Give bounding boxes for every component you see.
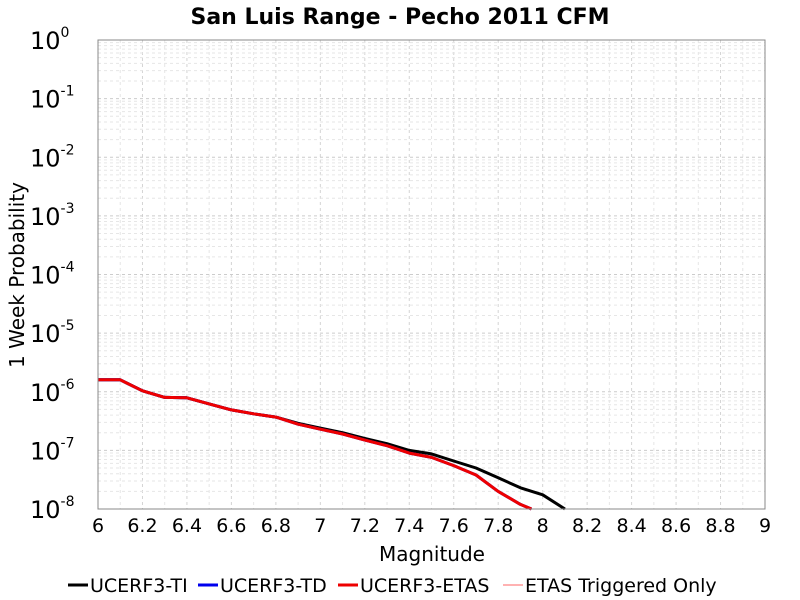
plot-area-border: [97, 39, 766, 510]
x-tick-label: 8: [537, 515, 549, 537]
legend-label: UCERF3-ETAS: [360, 575, 489, 597]
legend-label: ETAS Triggered Only: [525, 575, 717, 597]
x-tick-label: 7.8: [483, 515, 513, 537]
y-tick-label: 10-8: [30, 494, 75, 524]
y-tick-label: 10-2: [30, 142, 75, 172]
x-tick-labels: 6 6.2 6.4 6.6 6.8 7 7.2 7.4 7.6 7.8 8 8.2 8.4 8.6 8.8 9: [92, 515, 771, 537]
y-tick-label: 10-6: [30, 377, 75, 407]
x-tick-label: 6: [92, 515, 104, 537]
x-tick-label: 8.4: [616, 515, 646, 537]
x-tick-label: 7.6: [439, 515, 469, 537]
x-axis-label: Magnitude: [379, 542, 485, 566]
series-lines: [98, 378, 566, 511]
grid: [97, 40, 766, 510]
x-tick-label: 6.8: [261, 515, 291, 537]
chart-title: San Luis Range - Pecho 2011 CFM: [190, 5, 609, 30]
x-tick-label: 9: [759, 515, 771, 537]
y-axis-label: 1 Week Probability: [5, 182, 29, 368]
series-line-ucerf3-etas: [98, 378, 533, 511]
x-tick-label: 6.6: [216, 515, 246, 537]
y-tick-labels: 100 10-1 10-2 10-3 10-4 10-5 10-6 10-7 10-8: [30, 25, 75, 524]
x-tick-label: 7.4: [394, 515, 424, 537]
y-tick-label: 10-7: [30, 435, 75, 465]
legend-label: UCERF3-TD: [220, 575, 327, 597]
y-tick-label: 10-1: [30, 84, 75, 114]
x-tick-label: 6.2: [127, 515, 157, 537]
y-tick-label: 10-4: [30, 260, 75, 290]
x-tick-label: 7.2: [350, 515, 380, 537]
x-tick-label: 8.2: [572, 515, 602, 537]
y-tick-label: 100: [30, 25, 69, 55]
legend-label: UCERF3-TI: [90, 575, 188, 597]
y-tick-label: 10-3: [30, 201, 75, 231]
series-line-ucerf3-td: [98, 378, 533, 511]
legend: UCERF3-TI UCERF3-TD UCERF3-ETAS ETAS Trigge…: [68, 575, 717, 597]
x-tick-label: 8.6: [661, 515, 691, 537]
y-tick-label: 10-5: [30, 318, 75, 348]
x-tick-label: 7: [314, 515, 326, 537]
x-tick-label: 6.4: [172, 515, 202, 537]
x-tick-label: 8.8: [705, 515, 735, 537]
